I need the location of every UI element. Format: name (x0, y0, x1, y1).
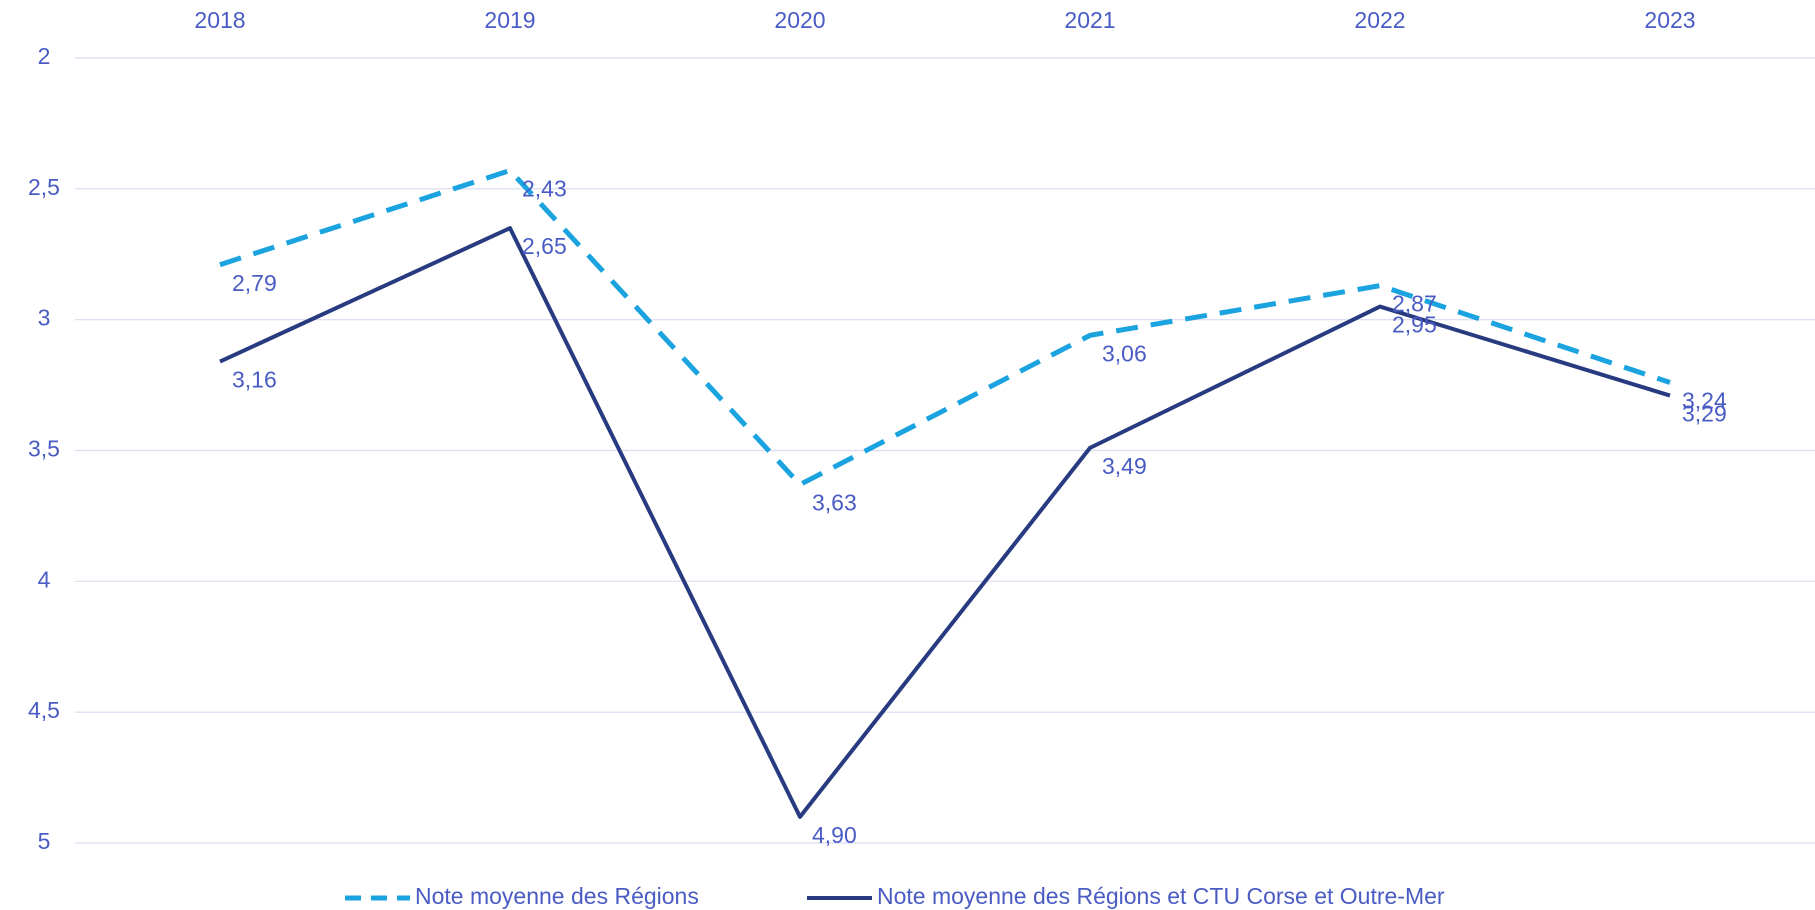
y-tick-label: 3,5 (28, 436, 60, 462)
x-tick-label: 2023 (1644, 7, 1695, 33)
series-line (219, 226, 1671, 819)
legend-label: Note moyenne des Régions (415, 883, 699, 909)
y-tick-label: 2 (38, 43, 51, 69)
data-label: 2,43 (522, 176, 567, 202)
data-label: 3,06 (1102, 340, 1147, 366)
y-tick-label: 3 (38, 305, 51, 331)
x-tick-label: 2021 (1064, 7, 1115, 33)
data-label: 3,16 (232, 367, 277, 393)
data-label: 2,79 (232, 270, 277, 296)
y-tick-label: 4,5 (28, 697, 60, 723)
series-line (219, 168, 1671, 488)
x-tick-label: 2022 (1354, 7, 1405, 33)
legend-label: Note moyenne des Régions et CTU Corse et… (877, 883, 1445, 909)
x-tick-label: 2018 (194, 7, 245, 33)
data-label: 2,95 (1392, 312, 1437, 338)
data-label: 2,65 (522, 233, 567, 259)
data-label: 3,63 (812, 490, 857, 516)
x-tick-label: 2020 (774, 7, 825, 33)
y-tick-label: 5 (38, 828, 51, 854)
data-label: 3,29 (1682, 401, 1727, 427)
data-label: 4,90 (812, 822, 857, 848)
data-label: 2,87 (1392, 291, 1437, 317)
data-label: 3,49 (1102, 453, 1147, 479)
y-tick-label: 2,5 (28, 174, 60, 200)
x-tick-label: 2019 (484, 7, 535, 33)
y-tick-label: 4 (38, 566, 51, 592)
data-label: 3,24 (1682, 388, 1727, 414)
